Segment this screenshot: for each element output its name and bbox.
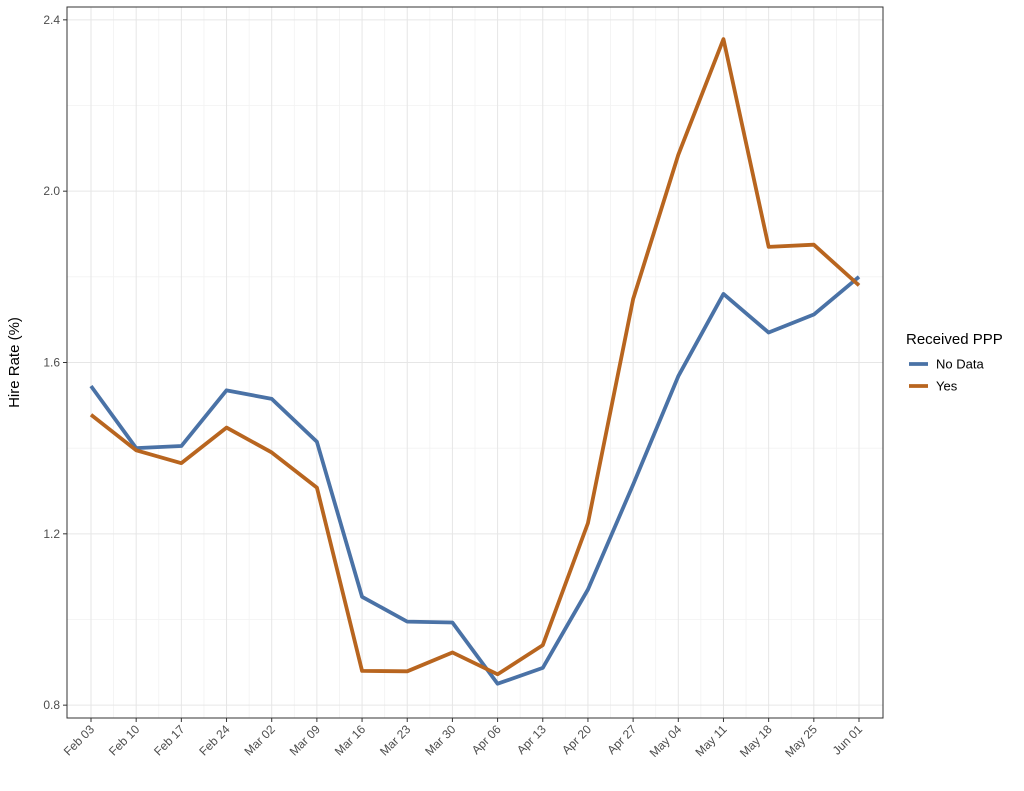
x-tick-label: Mar 02 [242,722,279,759]
legend-items: No Data Yes [909,357,984,394]
x-tick-label: Mar 23 [377,722,414,759]
y-tick-label: 0.8 [43,698,60,712]
y-tick-label: 1.2 [43,527,60,541]
x-tick-label: May 11 [692,722,729,759]
x-tick-label: Apr 20 [559,722,594,757]
x-axis: Feb 03 Feb 10 Feb 17 Feb 24 Mar 02 Mar 09 Mar … [61,718,866,760]
x-tick-label: Apr 06 [469,722,504,757]
x-tick-label: Feb 10 [106,722,143,759]
y-axis-title: Hire Rate (%) [6,317,23,408]
y-tick-label: 2.0 [43,184,60,198]
x-tick-label: Jun 01 [830,722,866,758]
y-axis: 0.8 1.2 1.6 2.0 2.4 [43,13,67,712]
x-tick-label: May 25 [782,722,820,760]
y-tick-label: 1.6 [43,356,60,370]
legend-label: No Data [936,357,984,372]
x-tick-label: May 04 [647,722,685,760]
x-tick-label: Apr 13 [514,722,549,757]
x-tick-label: Apr 27 [604,722,639,757]
y-tick-label: 2.4 [43,13,60,27]
x-tick-label: Feb 03 [61,722,98,759]
x-tick-label: Mar 30 [422,722,459,759]
legend-title: Received PPP [906,331,1003,348]
legend: Received PPP No Data Yes [906,331,1003,394]
series-line-no-data [89,275,861,686]
series-line-yes [89,37,861,677]
x-tick-label: Feb 24 [196,722,233,759]
major-gridlines [67,7,883,718]
series-lines [89,37,861,686]
x-tick-label: Feb 17 [151,722,188,759]
legend-label: Yes [936,379,958,394]
x-tick-label: Mar 16 [332,722,369,759]
x-tick-label: May 18 [737,722,775,760]
x-tick-label: Mar 09 [287,722,324,759]
